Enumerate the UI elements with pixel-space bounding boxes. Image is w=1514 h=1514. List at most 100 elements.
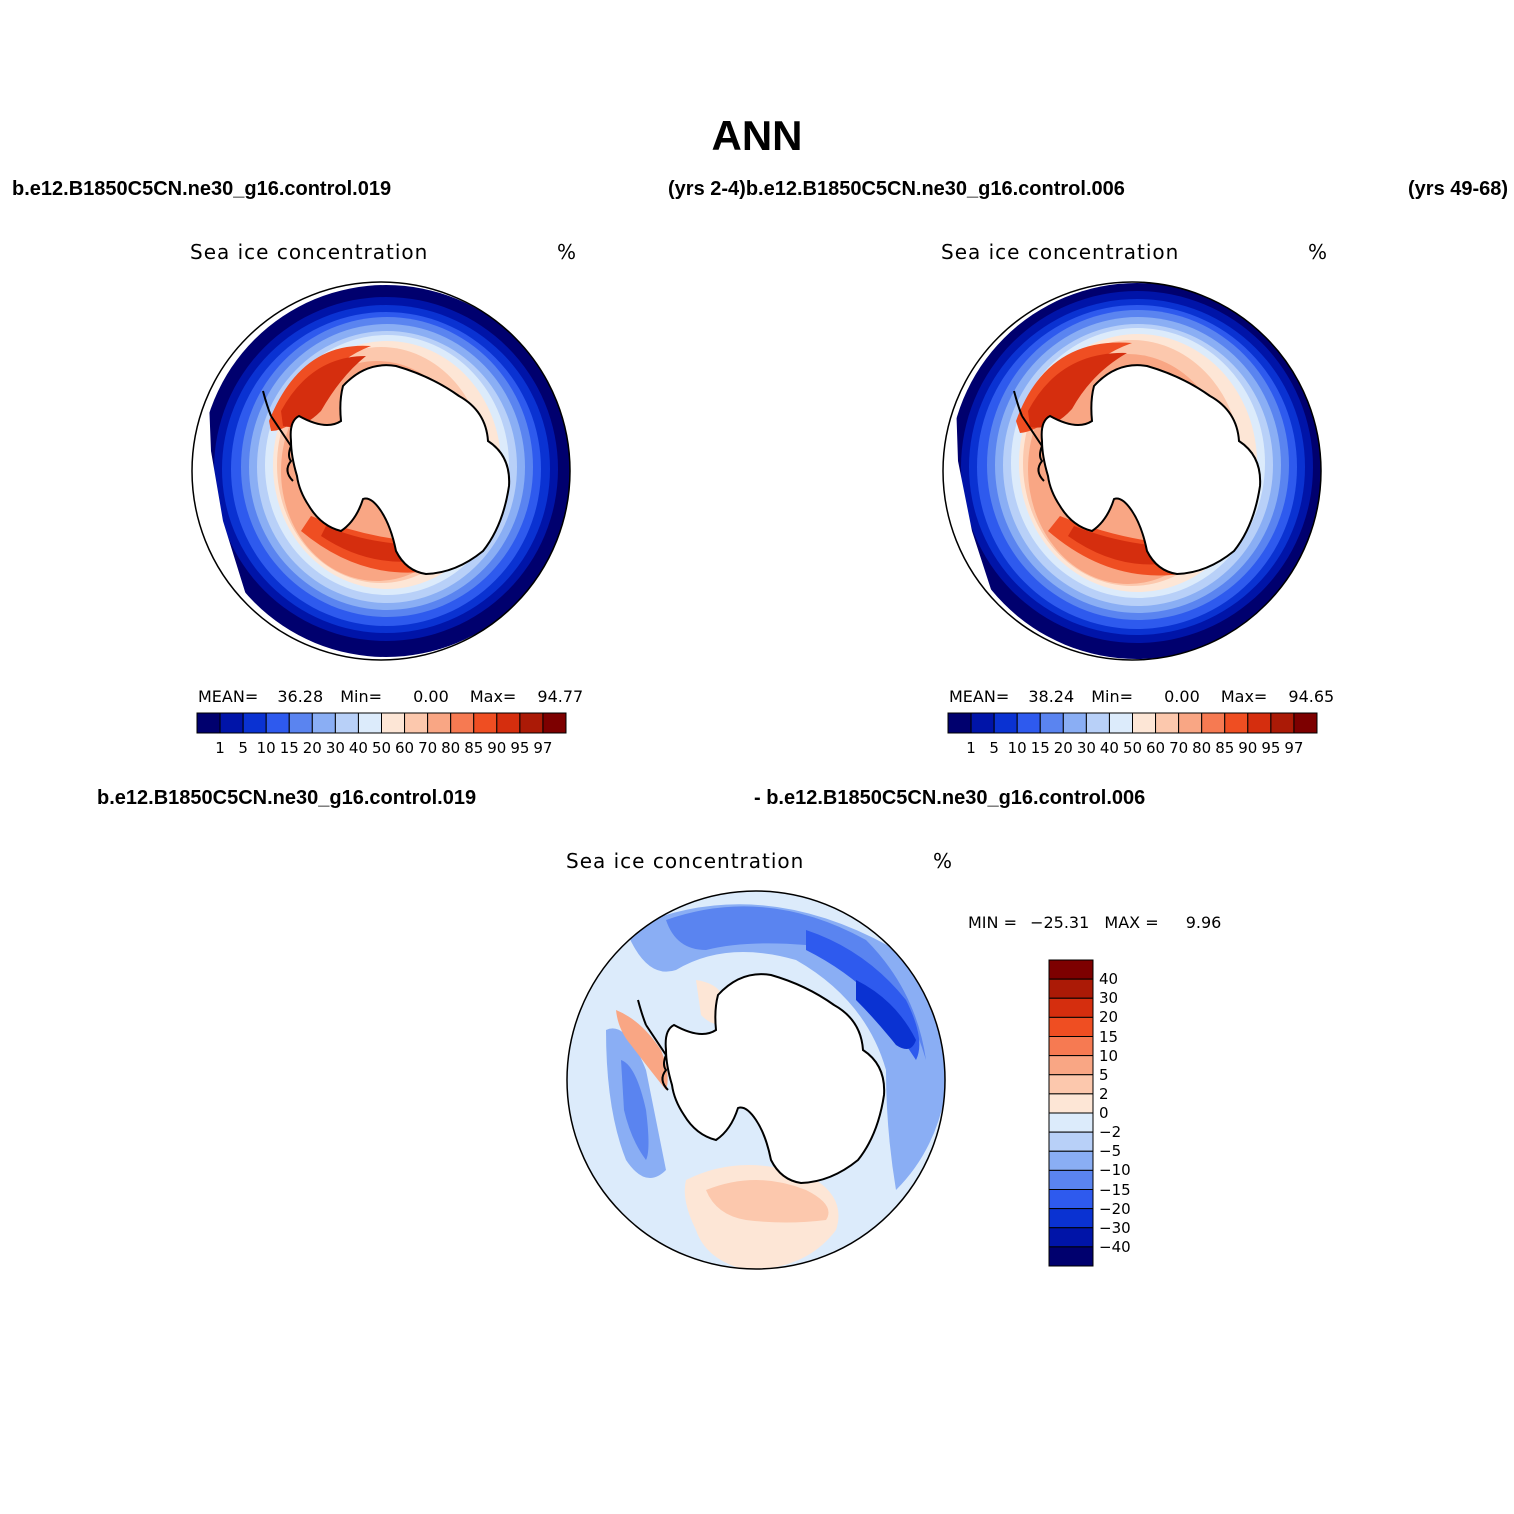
panel1-colorbar-tick-label: 30	[325, 739, 345, 757]
diff-variable-title: Sea ice concentration	[566, 849, 805, 873]
diff-colorbar-swatch-2	[1048, 997, 1094, 1018]
diff-min-label: MIN =	[968, 913, 1017, 932]
panel2-colorbar: 1 5 10 15 20 30 40 50 60 70 80 85 90 95 97	[947, 712, 1318, 763]
panel1-variable-title: Sea ice concentration	[190, 240, 429, 264]
diff-colorbar-swatch-12	[1048, 1189, 1094, 1210]
diff-colorbar-swatch-13	[1048, 1208, 1094, 1229]
panel1-colorbar-swatch-15	[542, 712, 567, 734]
run-label-top-mid: (yrs 2-4)b.e12.B1850C5CN.ne30_g16.contro…	[668, 178, 1125, 200]
panel1-colorbar-swatch-3	[265, 712, 290, 734]
run-label-top-left: b.e12.B1850C5CN.ne30_g16.control.019	[12, 178, 392, 200]
panel2-colorbar-swatch-0	[947, 712, 972, 734]
diff-colorbar-swatch-6	[1048, 1074, 1094, 1095]
diff-max-label: MAX =	[1104, 913, 1159, 932]
panel1-colorbar-swatch-1	[219, 712, 244, 734]
panel1-colorbar-tick-label: 85	[464, 739, 484, 757]
panel1-colorbar-tick-label: 20	[302, 739, 322, 757]
panel2-colorbar-swatch-5	[1062, 712, 1087, 734]
panel1-stats: MEAN= 36.28 Min= 0.00 Max= 94.77	[198, 687, 587, 706]
diff-colorbar-tick-label: 2	[1099, 1084, 1109, 1103]
panel1-colorbar-swatch-7	[357, 712, 382, 734]
panel2-colorbar-swatch-1	[970, 712, 995, 734]
panel1-colorbar-swatch-12	[473, 712, 498, 734]
panel2-colorbar-tick-label: 97	[1284, 739, 1304, 757]
diff-colorbar-tick-label: −5	[1099, 1142, 1122, 1161]
diff-colorbar-tick-label: 0	[1099, 1104, 1109, 1122]
panel1-mean-value: 36.28	[277, 687, 324, 706]
diff-colorbar-swatch-9	[1048, 1131, 1094, 1152]
panel2-colorbar-swatch-11	[1201, 712, 1226, 734]
panel1-colorbar-swatch-13	[496, 712, 521, 734]
panel1-colorbar-swatch-9	[404, 712, 429, 734]
panel1-colorbar-swatch-4	[288, 712, 313, 734]
run-label-bottom-left: b.e12.B1850C5CN.ne30_g16.control.019	[97, 787, 477, 809]
diff-colorbar-swatch-5	[1048, 1055, 1094, 1076]
panel1-max-label: Max=	[469, 687, 517, 706]
panel1-colorbar-tick-label: 5	[238, 739, 248, 757]
panel1-colorbar-swatch-8	[381, 712, 406, 734]
panel1-colorbar-tick-label: 50	[371, 739, 392, 757]
panel1-colorbar-tick-label: 70	[418, 739, 438, 757]
panel1-min-value: 0.00	[413, 687, 449, 706]
panel2-colorbar-tick-label: 20	[1053, 739, 1073, 757]
panel2-mean-label: MEAN=	[949, 687, 1010, 706]
panel1-colorbar-tick-label: 1	[215, 739, 225, 757]
panel2-variable-title: Sea ice concentration	[941, 240, 1180, 264]
panel2-colorbar-swatch-10	[1178, 712, 1203, 734]
figure-title: ANN	[711, 112, 803, 159]
panel2-colorbar-tick-label: 5	[989, 739, 999, 757]
panel2-colorbar-tick-label: 10	[1007, 739, 1027, 757]
diff-colorbar: 40 30 20 15 10 5 2 0 −2 −5 −10 −15 −20 −30 −40	[1048, 959, 1149, 1267]
panel1-colorbar-swatch-6	[334, 712, 359, 734]
panel2-colorbar-swatch-2	[993, 712, 1018, 734]
panel2-colorbar-swatch-7	[1108, 712, 1133, 734]
panel2-colorbar-tick-label: 70	[1169, 739, 1189, 757]
panel2-colorbar-tick-label: 90	[1238, 739, 1258, 757]
diff-colorbar-swatch-11	[1048, 1169, 1094, 1190]
panel1-colorbar-tick-label: 15	[279, 739, 299, 757]
diff-colorbar-swatch-8	[1048, 1112, 1094, 1133]
diff-colorbar-tick-label: −30	[1099, 1218, 1131, 1237]
panel1-max-value: 94.77	[537, 687, 584, 706]
diff-colorbar-tick-label: 20	[1099, 1008, 1119, 1027]
panel2-colorbar-tick-label: 1	[966, 739, 976, 757]
panel2-colorbar-swatch-9	[1155, 712, 1180, 734]
panel1-mean-label: MEAN=	[198, 687, 259, 706]
diff-min-value: −25.31	[1030, 913, 1090, 932]
panel1-colorbar-swatch-0	[196, 712, 221, 734]
panel2-colorbar-tick-label: 95	[1261, 739, 1281, 757]
panel2-max-label: Max=	[1220, 687, 1268, 706]
panel2-colorbar-tick-label: 80	[1192, 739, 1212, 757]
panel2-colorbar-swatch-8	[1132, 712, 1157, 734]
diff-colorbar-swatch-0	[1048, 959, 1094, 980]
diff-colorbar-tick-label: −20	[1099, 1199, 1131, 1218]
panel1-colorbar-tick-label: 95	[510, 739, 530, 757]
panel1-colorbar-tick-label: 90	[487, 739, 507, 757]
panel2-polar-map	[942, 281, 1322, 661]
panel2-colorbar-swatch-15	[1293, 712, 1318, 734]
panel1-colorbar-tick-label: 97	[533, 739, 553, 757]
panel2-colorbar-tick-label: 30	[1076, 739, 1096, 757]
panel2-mean-value: 38.24	[1028, 687, 1075, 706]
diff-colorbar-swatch-1	[1048, 978, 1094, 999]
diff-colorbar-tick-label: −10	[1099, 1161, 1131, 1180]
diff-colorbar-tick-label: −40	[1099, 1237, 1131, 1256]
panel2-min-label: Min=	[1091, 687, 1134, 706]
panel2-colorbar-swatch-4	[1039, 712, 1064, 734]
panel1-colorbar-tick-label: 40	[348, 739, 368, 757]
diff-colorbar-swatch-4	[1048, 1036, 1094, 1057]
panel2-colorbar-swatch-3	[1016, 712, 1041, 734]
panel1-colorbar: 1 5 10 15 20 30 40 50 60 70 80 85 90 95 97	[196, 712, 567, 763]
panel2-colorbar-tick-label: 85	[1215, 739, 1235, 757]
diff-colorbar-swatch-3	[1048, 1016, 1094, 1037]
run-label-top-right: (yrs 49-68)	[1408, 178, 1508, 200]
panel2-colorbar-tick-label: 60	[1146, 739, 1166, 757]
panel2-colorbar-swatch-12	[1224, 712, 1249, 734]
panel2-colorbar-swatch-6	[1085, 712, 1110, 734]
diff-max-value: 9.96	[1185, 913, 1222, 932]
diff-colorbar-swatch-15	[1048, 1246, 1094, 1267]
diff-colorbar-tick-label: 30	[1099, 989, 1119, 1008]
diff-colorbar-tick-label: 5	[1099, 1065, 1109, 1084]
panel1-polar-map	[191, 281, 571, 661]
panel2-min-value: 0.00	[1164, 687, 1200, 706]
